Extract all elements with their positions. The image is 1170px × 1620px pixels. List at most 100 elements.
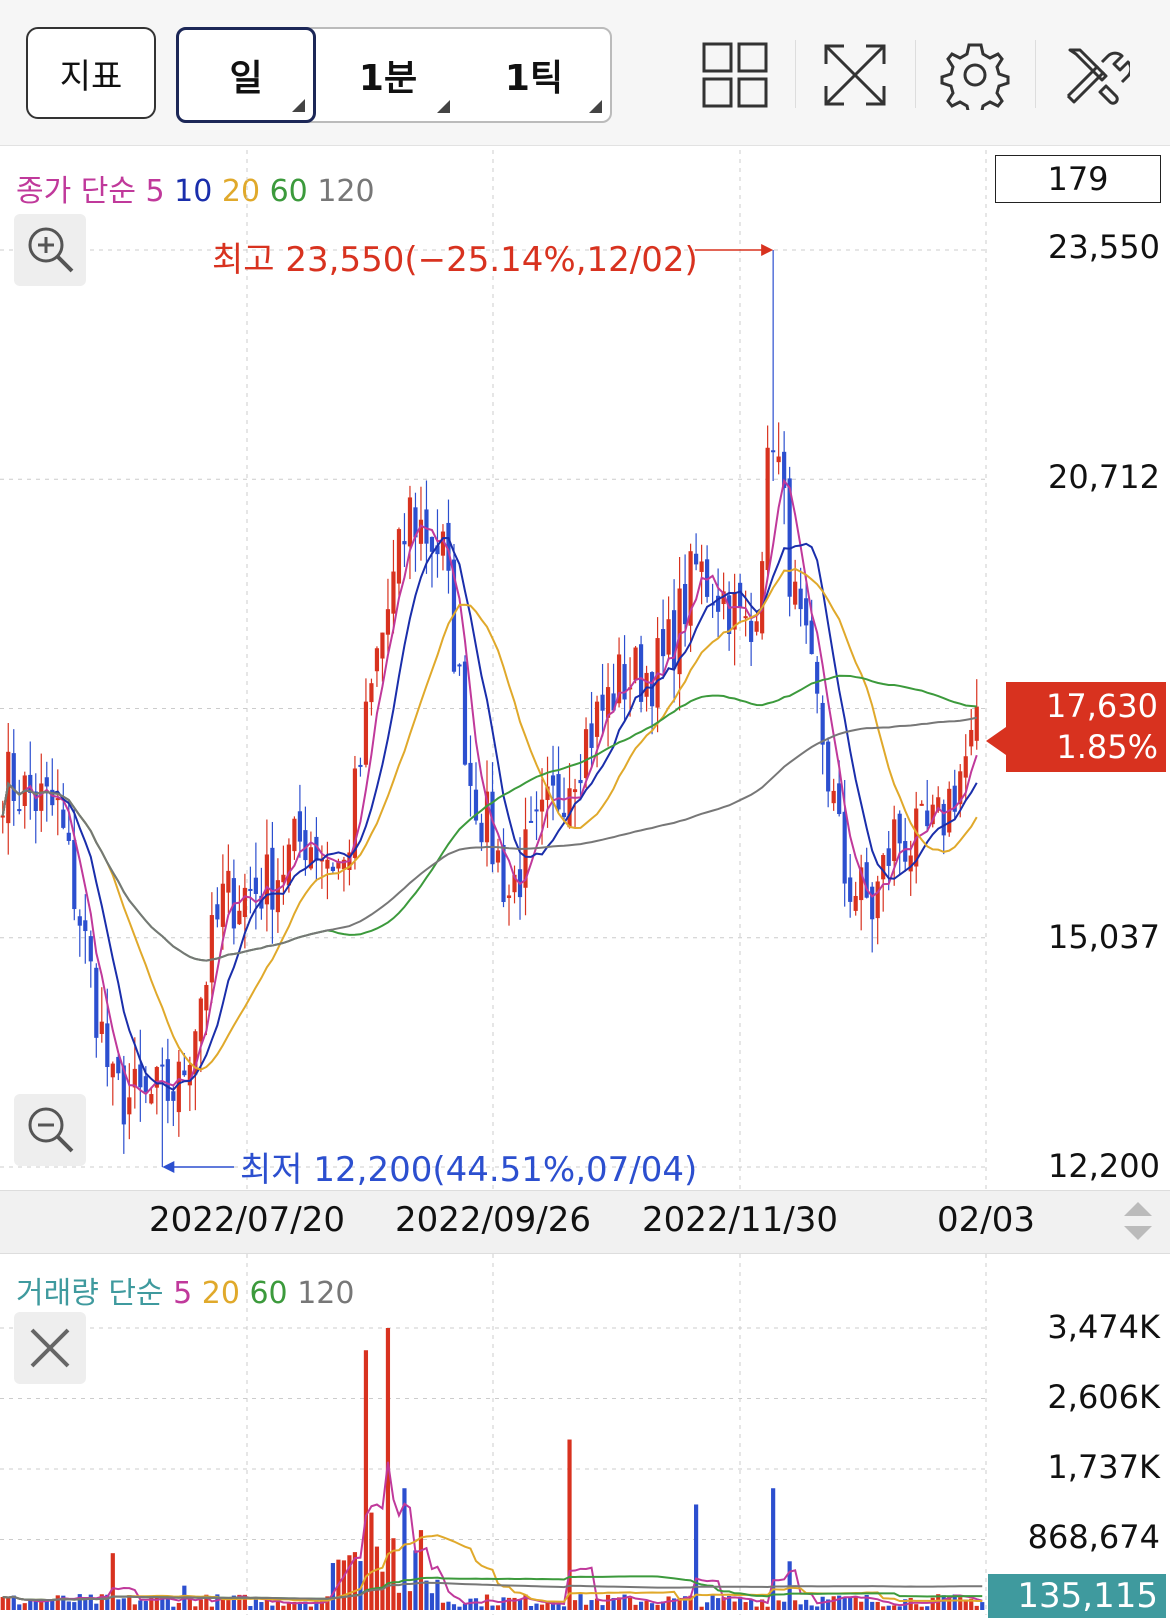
candle-body <box>479 822 484 843</box>
volume-bar <box>358 1561 363 1610</box>
volume-bar <box>424 1580 429 1610</box>
candle-body <box>556 774 561 810</box>
volume-bar <box>523 1594 528 1610</box>
high-arrow-head <box>761 244 774 256</box>
volume-bar <box>611 1597 616 1610</box>
candle-body <box>716 595 721 612</box>
volume-bar <box>407 1591 413 1610</box>
volume-bar <box>22 1603 27 1610</box>
low-annotation: 최저 12,200(44.51%,07/04) <box>240 1150 698 1190</box>
volume-bar <box>165 1598 170 1610</box>
x-tick-label: 2022/11/30 <box>642 1200 838 1240</box>
volume-bar <box>187 1599 192 1610</box>
volume-bar <box>831 1596 836 1610</box>
candle-body <box>407 497 413 547</box>
candle-body <box>793 581 798 605</box>
ma120-legend: 120 <box>317 174 375 209</box>
candle-body <box>55 798 60 801</box>
vma120-legend: 120 <box>297 1276 355 1311</box>
dropdown-corner-icon <box>589 100 602 113</box>
candle-body <box>325 859 330 869</box>
volume-bar <box>226 1599 231 1610</box>
candle-count-box[interactable]: 179 <box>995 155 1161 203</box>
volume-bar <box>793 1600 798 1610</box>
candle-body <box>594 701 600 737</box>
volume-bar <box>572 1600 578 1610</box>
x-tick-label: 2022/09/26 <box>395 1200 591 1240</box>
period-day-button[interactable]: 일 <box>176 27 316 123</box>
candle-body <box>105 1023 110 1067</box>
candle-body <box>523 829 528 888</box>
candle-body <box>209 915 214 983</box>
candle-body <box>429 536 435 552</box>
volume-bar <box>798 1604 803 1610</box>
volume-bar <box>440 1602 446 1610</box>
period-minute-button[interactable]: 1분 <box>318 29 458 121</box>
candle-body <box>270 847 275 910</box>
candle-body <box>875 881 880 919</box>
candle-body <box>226 870 231 893</box>
volume-bar <box>28 1599 33 1610</box>
candle-body <box>215 904 220 920</box>
candle-body <box>132 1068 137 1088</box>
volume-bar <box>864 1594 869 1610</box>
volume-bar <box>848 1597 853 1610</box>
tools-icon[interactable] <box>1060 40 1130 110</box>
volume-bar <box>754 1606 759 1610</box>
price-tick-label: 20,712 <box>1048 458 1160 496</box>
zoom-out-button[interactable] <box>14 1094 86 1166</box>
volume-bar <box>209 1606 214 1610</box>
candle-body <box>28 774 33 793</box>
ma60-legend: 60 <box>269 174 308 209</box>
candle-body <box>308 847 313 869</box>
grid-icon[interactable] <box>700 40 770 110</box>
volume-bar <box>468 1598 473 1610</box>
volume-bar <box>771 1488 776 1610</box>
volume-tick-label: 868,674 <box>1027 1518 1160 1556</box>
zoom-in-button[interactable] <box>14 214 86 286</box>
candle-body <box>892 819 897 862</box>
candle-body <box>72 839 77 910</box>
candle-body <box>292 818 297 852</box>
candle-body <box>688 551 693 626</box>
vma60-legend: 60 <box>249 1276 288 1311</box>
volume-bar <box>457 1606 462 1610</box>
scroll-updown-icon[interactable] <box>1120 1198 1156 1244</box>
gear-icon[interactable] <box>940 40 1010 110</box>
candle-body <box>649 672 655 707</box>
volume-bar <box>110 1553 115 1610</box>
period-tick-button[interactable]: 1틱 <box>458 29 610 121</box>
candle-body <box>281 874 286 883</box>
volume-bar <box>143 1601 148 1610</box>
close-volume-button[interactable] <box>14 1312 86 1384</box>
candle-body <box>870 886 875 920</box>
candle-body <box>611 693 616 711</box>
candle-body <box>936 797 941 811</box>
candle-body <box>0 815 5 818</box>
expand-icon[interactable] <box>820 40 890 110</box>
volume-bar <box>116 1599 121 1610</box>
candle-body <box>440 531 446 556</box>
candle-body <box>110 1063 115 1078</box>
volume-bar <box>11 1595 16 1610</box>
candle-body <box>815 661 820 694</box>
volume-tick-label: 3,474K <box>1047 1308 1160 1346</box>
candle-body <box>826 741 831 792</box>
indicator-button[interactable]: 지표 <box>26 27 156 119</box>
volume-bar <box>694 1504 699 1610</box>
volume-bar <box>83 1597 88 1610</box>
volume-bar <box>17 1604 22 1610</box>
candle-body <box>402 541 407 545</box>
volume-bar <box>462 1603 468 1610</box>
volume-bar <box>561 1606 567 1610</box>
ma20-line <box>1 567 978 1071</box>
volume-bar <box>683 1596 688 1610</box>
volume-bar <box>248 1606 253 1610</box>
volume-bar <box>66 1601 71 1610</box>
candle-body <box>738 582 743 608</box>
candle-body <box>380 632 385 659</box>
volume-bar <box>259 1602 264 1610</box>
candle-body <box>83 920 88 932</box>
candle-body <box>958 771 963 805</box>
